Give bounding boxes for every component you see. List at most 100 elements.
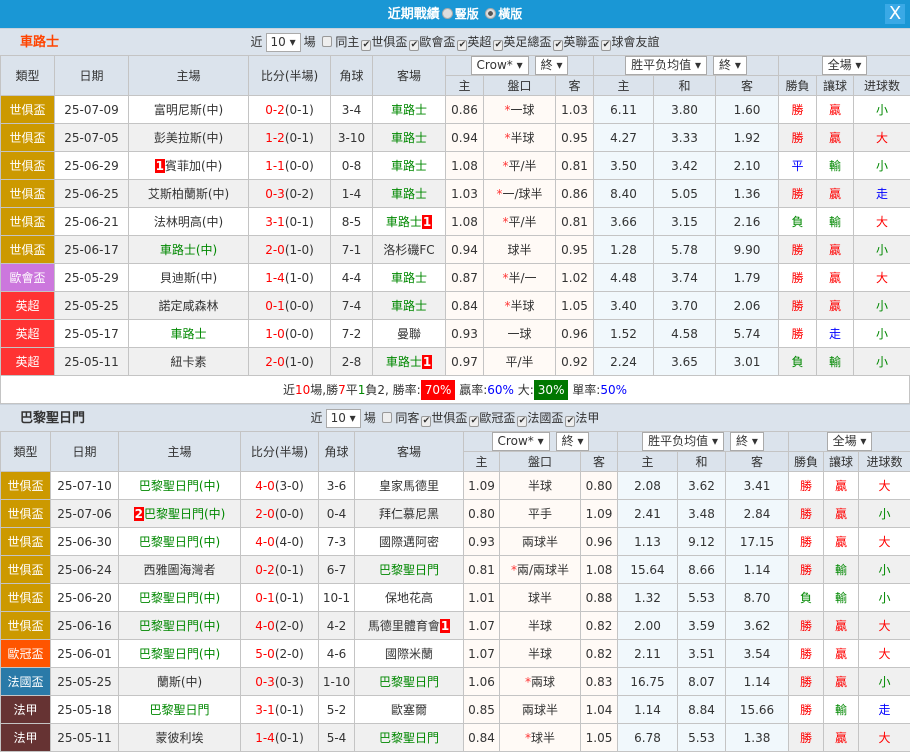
league-badge[interactable]: 世俱盃 bbox=[1, 556, 51, 584]
league-badge[interactable]: 世俱盃 bbox=[1, 500, 51, 528]
league-checkbox[interactable]: ✔ bbox=[457, 40, 467, 51]
league-badge[interactable]: 歐會盃 bbox=[1, 264, 55, 292]
away-team[interactable]: 車路士 bbox=[373, 96, 446, 124]
odds-company-select[interactable]: Crow* ▾ bbox=[471, 56, 529, 75]
score[interactable]: 0-2(0-1) bbox=[249, 96, 331, 124]
avg-select[interactable]: 胜平负均值 ▾ bbox=[625, 56, 707, 75]
scope-select[interactable]: 全場 ▾ bbox=[822, 56, 868, 75]
away-team[interactable]: 皇家馬德里 bbox=[355, 472, 464, 500]
avg-select[interactable]: 胜平负均值 ▾ bbox=[642, 432, 724, 451]
league-badge[interactable]: 世俱盃 bbox=[1, 208, 55, 236]
league-badge[interactable]: 世俱盃 bbox=[1, 152, 55, 180]
away-team[interactable]: 曼聯 bbox=[373, 320, 446, 348]
league-badge[interactable]: 世俱盃 bbox=[1, 528, 51, 556]
league-checkbox[interactable]: ✔ bbox=[565, 416, 575, 427]
home-team[interactable]: 艾斯柏蘭斯(中) bbox=[129, 180, 249, 208]
league-badge[interactable]: 世俱盃 bbox=[1, 584, 51, 612]
home-team[interactable]: 法林明高(中) bbox=[129, 208, 249, 236]
league-checkbox[interactable]: ✔ bbox=[553, 40, 563, 51]
home-team[interactable]: 巴黎聖日門(中) bbox=[119, 528, 241, 556]
score[interactable]: 0-3(0-3) bbox=[241, 668, 319, 696]
league-badge[interactable]: 世俱盃 bbox=[1, 612, 51, 640]
league-checkbox[interactable]: ✔ bbox=[409, 40, 419, 51]
scope-select[interactable]: 全場 ▾ bbox=[827, 432, 873, 451]
league-checkbox[interactable]: ✔ bbox=[421, 416, 431, 427]
league-badge[interactable]: 法國盃 bbox=[1, 668, 51, 696]
league-badge[interactable]: 英超 bbox=[1, 348, 55, 376]
home-team[interactable]: 車路士(中) bbox=[129, 236, 249, 264]
league-checkbox[interactable]: ✔ bbox=[361, 40, 371, 51]
away-team[interactable]: 車路士 bbox=[373, 180, 446, 208]
away-team[interactable]: 車路士 bbox=[373, 264, 446, 292]
away-team[interactable]: 保地花高 bbox=[355, 584, 464, 612]
score[interactable]: 0-3(0-2) bbox=[249, 180, 331, 208]
away-team[interactable]: 國際邁阿密 bbox=[355, 528, 464, 556]
away-team[interactable]: 巴黎聖日門 bbox=[355, 724, 464, 752]
league-badge[interactable]: 世俱盃 bbox=[1, 180, 55, 208]
home-team[interactable]: 1賓菲加(中) bbox=[129, 152, 249, 180]
score[interactable]: 0-2(0-1) bbox=[241, 556, 319, 584]
home-team[interactable]: 巴黎聖日門 bbox=[119, 696, 241, 724]
match-count-select[interactable]: 10 ▾ bbox=[326, 409, 361, 428]
away-team[interactable]: 歐塞爾 bbox=[355, 696, 464, 724]
score[interactable]: 3-1(0-1) bbox=[241, 696, 319, 724]
league-badge[interactable]: 世俱盃 bbox=[1, 236, 55, 264]
home-team[interactable]: 富明尼斯(中) bbox=[129, 96, 249, 124]
score[interactable]: 4-0(2-0) bbox=[241, 612, 319, 640]
league-badge[interactable]: 法甲 bbox=[1, 724, 51, 752]
score[interactable]: 5-0(2-0) bbox=[241, 640, 319, 668]
home-team[interactable]: 巴黎聖日門(中) bbox=[119, 472, 241, 500]
score[interactable]: 4-0(3-0) bbox=[241, 472, 319, 500]
odds-end-select[interactable]: 終 ▾ bbox=[556, 432, 590, 451]
home-team[interactable]: 巴黎聖日門(中) bbox=[119, 584, 241, 612]
home-team[interactable]: 西雅圖海灣者 bbox=[119, 556, 241, 584]
league-badge[interactable]: 世俱盃 bbox=[1, 124, 55, 152]
score[interactable]: 2-0(1-0) bbox=[249, 236, 331, 264]
away-team[interactable]: 巴黎聖日門 bbox=[355, 668, 464, 696]
league-badge[interactable]: 英超 bbox=[1, 292, 55, 320]
score[interactable]: 1-2(0-1) bbox=[249, 124, 331, 152]
league-checkbox[interactable]: ✔ bbox=[601, 40, 611, 51]
home-team[interactable]: 蒙彼利埃 bbox=[119, 724, 241, 752]
avg-end-select[interactable]: 終 ▾ bbox=[730, 432, 764, 451]
vertical-radio[interactable] bbox=[442, 8, 453, 19]
home-team[interactable]: 2巴黎聖日門(中) bbox=[119, 500, 241, 528]
home-team[interactable]: 巴黎聖日門(中) bbox=[119, 612, 241, 640]
score[interactable]: 2-0(1-0) bbox=[249, 348, 331, 376]
score[interactable]: 1-4(0-1) bbox=[241, 724, 319, 752]
away-team[interactable]: 馬德里體育會1 bbox=[355, 612, 464, 640]
league-badge[interactable]: 世俱盃 bbox=[1, 472, 51, 500]
same-venue-checkbox[interactable] bbox=[382, 412, 392, 423]
league-badge[interactable]: 歐冠盃 bbox=[1, 640, 51, 668]
league-badge[interactable]: 法甲 bbox=[1, 696, 51, 724]
away-team[interactable]: 車路士1 bbox=[373, 348, 446, 376]
league-checkbox[interactable]: ✔ bbox=[493, 40, 503, 51]
score[interactable]: 2-0(0-0) bbox=[241, 500, 319, 528]
odds-end-select[interactable]: 終 ▾ bbox=[535, 56, 569, 75]
league-badge[interactable]: 英超 bbox=[1, 320, 55, 348]
league-badge[interactable]: 世俱盃 bbox=[1, 96, 55, 124]
close-button[interactable]: X bbox=[885, 4, 905, 24]
away-team[interactable]: 拜仁慕尼黑 bbox=[355, 500, 464, 528]
avg-end-select[interactable]: 終 ▾ bbox=[713, 56, 747, 75]
away-team[interactable]: 車路士 bbox=[373, 292, 446, 320]
away-team[interactable]: 巴黎聖日門 bbox=[355, 556, 464, 584]
score[interactable]: 0-1(0-1) bbox=[241, 584, 319, 612]
away-team[interactable]: 車路士 bbox=[373, 152, 446, 180]
away-team[interactable]: 車路士1 bbox=[373, 208, 446, 236]
score[interactable]: 3-1(0-1) bbox=[249, 208, 331, 236]
away-team[interactable]: 國際米蘭 bbox=[355, 640, 464, 668]
away-team[interactable]: 洛杉磯FC bbox=[373, 236, 446, 264]
home-team[interactable]: 彭美拉斯(中) bbox=[129, 124, 249, 152]
horizontal-radio[interactable] bbox=[485, 8, 496, 19]
match-count-select[interactable]: 10 ▾ bbox=[266, 33, 301, 52]
score[interactable]: 0-1(0-0) bbox=[249, 292, 331, 320]
league-checkbox[interactable]: ✔ bbox=[469, 416, 479, 427]
league-checkbox[interactable]: ✔ bbox=[517, 416, 527, 427]
home-team[interactable]: 蘭斯(中) bbox=[119, 668, 241, 696]
score[interactable]: 1-1(0-0) bbox=[249, 152, 331, 180]
home-team[interactable]: 巴黎聖日門(中) bbox=[119, 640, 241, 668]
home-team[interactable]: 紐卡素 bbox=[129, 348, 249, 376]
home-team[interactable]: 車路士 bbox=[129, 320, 249, 348]
score[interactable]: 1-4(1-0) bbox=[249, 264, 331, 292]
